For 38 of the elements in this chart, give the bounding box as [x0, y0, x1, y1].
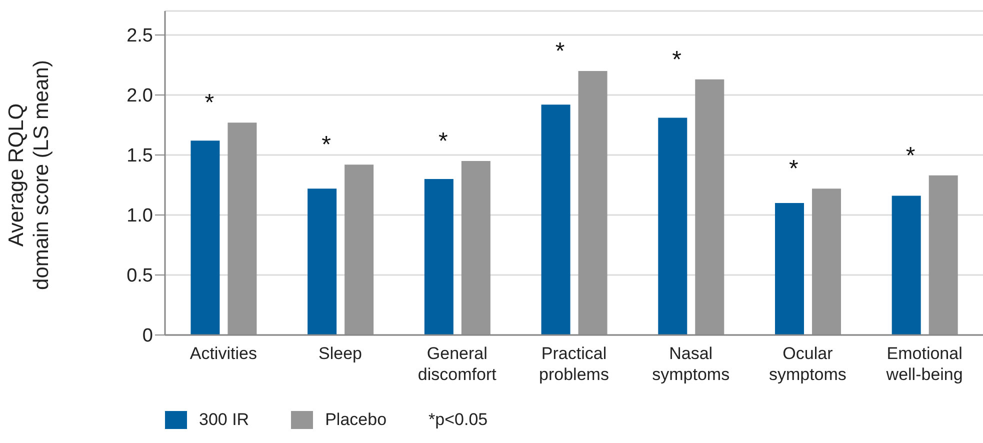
- bar: [344, 164, 374, 335]
- annotation: *: [438, 128, 448, 155]
- annotation: *: [789, 156, 798, 183]
- bar: [424, 179, 454, 335]
- y-tick-label: 1.0: [126, 206, 153, 227]
- x-tick-label: Practical problems: [539, 344, 609, 384]
- annotation: *: [322, 132, 331, 159]
- annotation: *: [906, 142, 916, 170]
- y-axis-title: Average RQLQ domain score (LS mean): [5, 60, 53, 290]
- bar: [541, 104, 570, 335]
- bar: [228, 122, 257, 335]
- legend-label: 300 IR: [199, 410, 250, 430]
- x-tick-label: Emotional well-being: [885, 344, 963, 384]
- bar: [892, 196, 921, 335]
- y-tick-label: 2.5: [126, 26, 153, 47]
- y-tick-label: 2.0: [126, 86, 153, 107]
- y-tick-label: 0.5: [126, 266, 153, 287]
- x-tick-label: Nasal symptoms: [652, 344, 730, 384]
- bar: [578, 71, 608, 335]
- bar: [658, 118, 688, 335]
- x-tick-label: Ocular symptoms: [768, 344, 846, 384]
- bar: [774, 203, 804, 335]
- bar: [190, 140, 220, 335]
- bar: [928, 175, 958, 335]
- y-tick-label: 0: [142, 326, 153, 347]
- bar: [461, 161, 490, 335]
- text: *p<0.05: [428, 410, 488, 430]
- annotation: *: [204, 90, 214, 117]
- x-tick-label: Sleep: [318, 344, 362, 363]
- annotation: *: [555, 38, 565, 65]
- bar: [308, 188, 337, 335]
- bar: [812, 188, 841, 335]
- bar: [695, 79, 724, 335]
- x-tick-label: General discomfort: [418, 344, 497, 384]
- y-tick-label: 1.5: [126, 146, 153, 167]
- annotation: *: [672, 46, 682, 74]
- legend-label: Placebo: [325, 410, 387, 430]
- x-tick-label: Activities: [190, 344, 257, 363]
